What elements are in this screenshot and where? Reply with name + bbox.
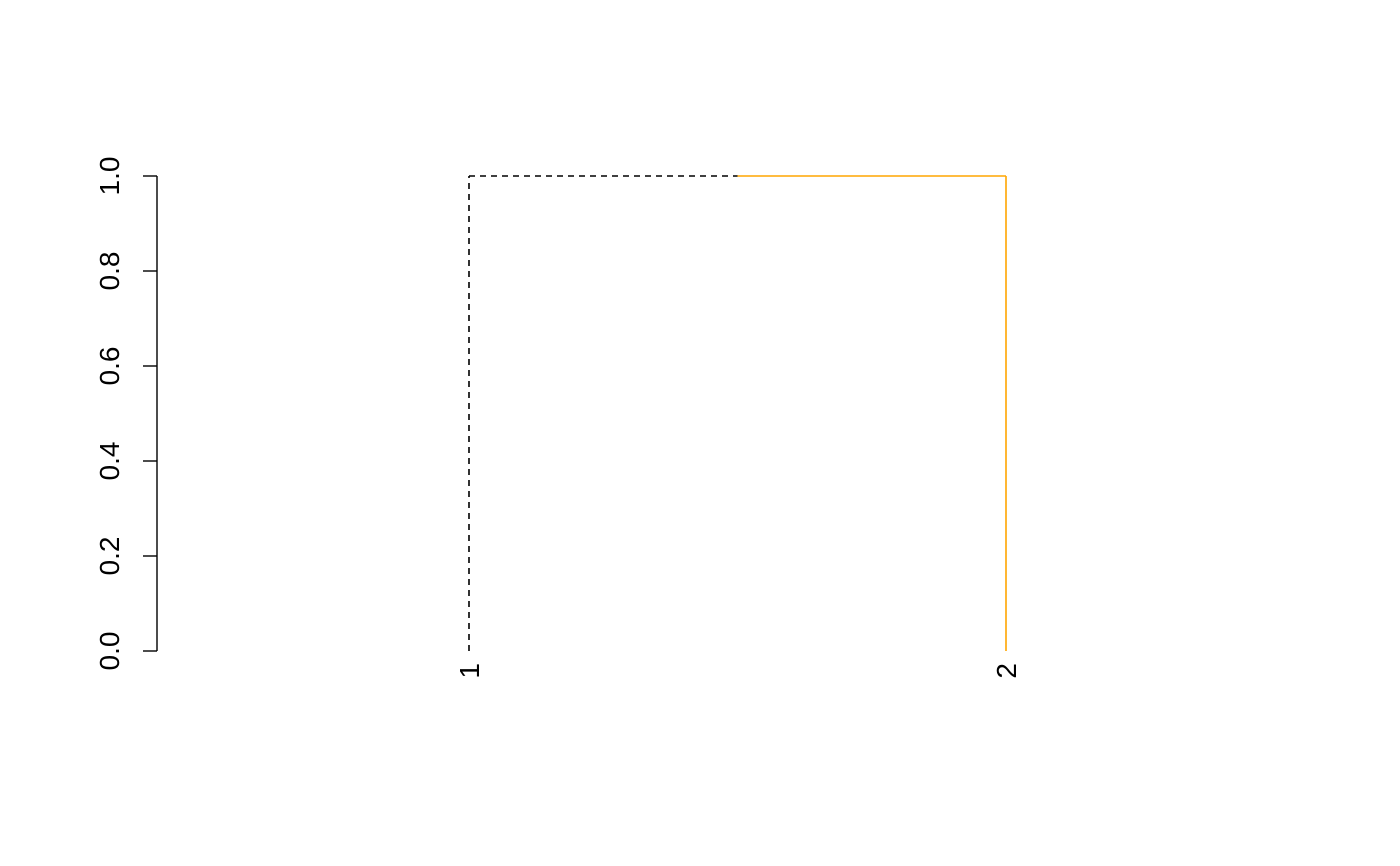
dendrogram-branches — [468, 175, 1007, 651]
y-tick-label: 0.4 — [94, 442, 125, 481]
leaf-label: 2 — [991, 663, 1022, 679]
leaf-label: 1 — [454, 663, 485, 679]
y-axis: 0.0 0.2 0.4 0.6 0.8 1.0 — [94, 157, 158, 671]
y-tick-label: 0.2 — [94, 537, 125, 576]
y-tick-label: 0.8 — [94, 252, 125, 291]
y-tick-label: 0.6 — [94, 347, 125, 386]
y-tick-label: 1.0 — [94, 157, 125, 196]
y-tick-label: 0.0 — [94, 632, 125, 671]
